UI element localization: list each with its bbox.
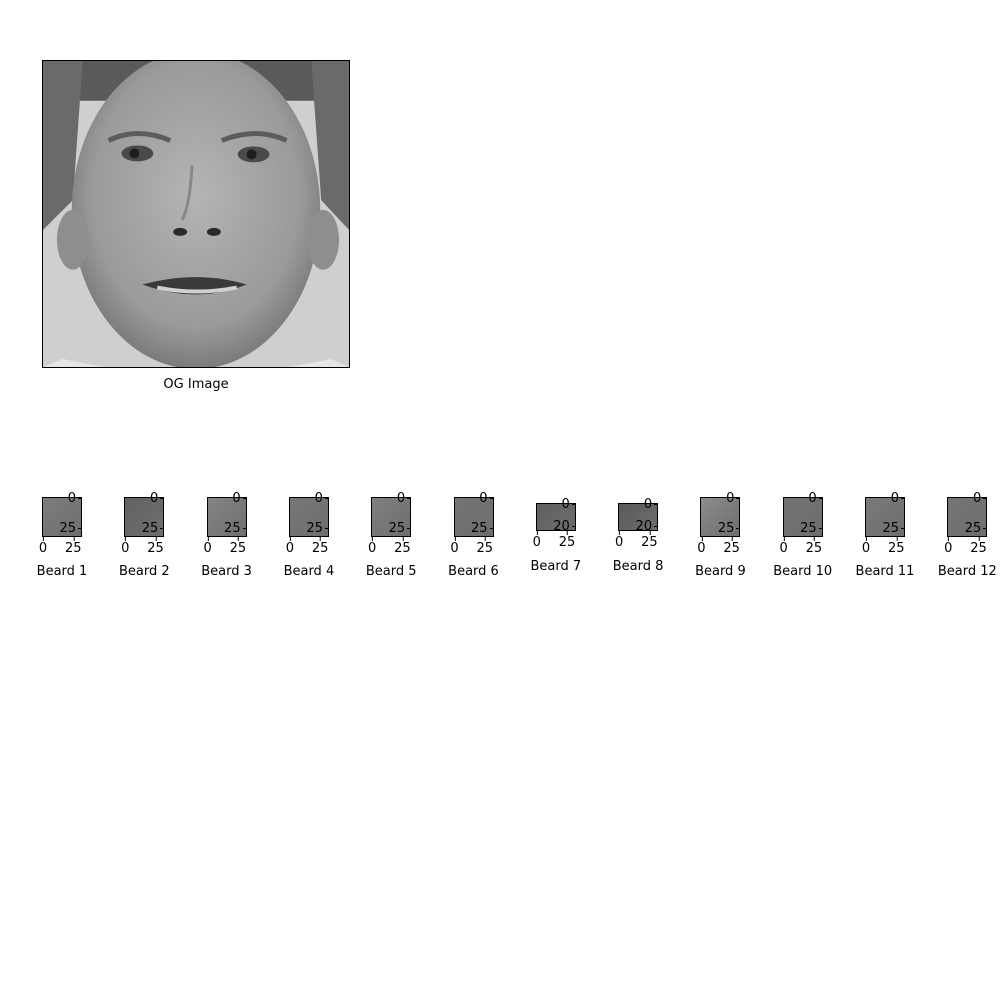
x-axis-ticks: 0 25 (450, 537, 494, 557)
y-tick-label: 0 (150, 491, 165, 506)
beard-crop-image (700, 497, 741, 537)
x-axis-ticks: 0 25 (779, 537, 823, 557)
beard-thumbnail: 0 25 0 25 Beard 6 (448, 492, 534, 597)
x-tick-label: 25 (394, 537, 411, 556)
beard-thumbnail: 0 25 0 25 Beard 1 (37, 492, 122, 597)
y-tick-label: 25 (882, 521, 905, 537)
y-tick-label: 25 (800, 521, 823, 537)
x-tick-label: 0 (697, 537, 706, 556)
beard-thumbnail-label: Beard 3 (201, 564, 252, 579)
y-tick-label: 0 (973, 491, 988, 506)
y-tick-label: 20 (635, 519, 658, 535)
y-tick-label: 25 (388, 521, 411, 537)
beard-thumbnail: 0 25 0 25 Beard 10 (773, 492, 863, 597)
beard-thumbnail-label: Beard 6 (448, 564, 499, 579)
x-tick-label: 0 (532, 531, 541, 550)
x-tick-label: 25 (641, 531, 658, 550)
x-axis-ticks: 0 25 (203, 537, 247, 557)
x-tick-label: 0 (203, 537, 212, 556)
y-tick-label: 25 (964, 521, 987, 537)
y-tick-label: 0 (808, 491, 824, 506)
beard-crop-image (124, 497, 165, 537)
x-tick-label: 0 (861, 537, 871, 556)
og-image-label: OG Image (163, 377, 229, 392)
beard-thumbnail: 0 20 0 25 Beard 8 (613, 497, 698, 597)
x-axis-ticks: 0 25 (697, 537, 740, 557)
beard-thumbnail-label: Beard 12 (937, 564, 997, 579)
beard-crop-image (618, 503, 659, 531)
beard-thumbnail: 0 25 0 25 Beard 4 (284, 492, 369, 597)
x-tick-label: 0 (450, 537, 459, 556)
x-tick-label: 25 (970, 537, 987, 556)
x-tick-label: 25 (229, 537, 247, 556)
beard-crop-image (865, 497, 905, 537)
y-tick-label: 0 (479, 491, 495, 506)
x-axis-ticks: 0 25 (532, 531, 576, 551)
y-tick-label: 0 (314, 491, 330, 506)
beard-thumbnail: 0 25 0 25 Beard 12 (938, 492, 1000, 597)
beard-thumbnail-label: Beard 10 (773, 564, 833, 579)
y-tick-label: 25 (59, 521, 82, 537)
y-tick-label: 0 (561, 497, 577, 512)
y-tick-label: 0 (726, 491, 741, 506)
x-tick-label: 0 (944, 537, 953, 556)
y-tick-label: 25 (470, 521, 493, 537)
beard-thumbnail-label: Beard 5 (365, 564, 417, 579)
x-axis-ticks: 0 25 (861, 537, 905, 557)
beard-thumbnail: 0 25 0 25 Beard 9 (695, 492, 780, 597)
beard-thumbnail: 0 25 0 25 Beard 2 (119, 492, 204, 597)
y-tick-label: 25 (717, 521, 740, 537)
x-tick-label: 25 (723, 537, 740, 556)
x-tick-label: 25 (805, 537, 823, 556)
x-axis-ticks: 0 25 (614, 531, 658, 551)
beard-crop-image (535, 503, 576, 531)
beard-crop-image (371, 497, 412, 537)
beard-crop-image (288, 497, 329, 537)
y-tick-label: 0 (67, 491, 83, 506)
y-tick-label: 0 (643, 497, 659, 512)
y-tick-label: 20 (553, 519, 576, 535)
og-image-axes (42, 60, 350, 368)
y-tick-label: 0 (232, 491, 248, 506)
y-tick-label: 25 (306, 521, 329, 537)
beard-crop-image (782, 497, 823, 537)
x-axis-ticks: 0 25 (368, 537, 411, 557)
x-tick-label: 25 (311, 537, 329, 556)
x-tick-label: 25 (476, 537, 494, 556)
beard-thumbnail-label: Beard 9 (695, 564, 746, 579)
y-tick-label: 25 (224, 521, 246, 537)
x-tick-label: 0 (285, 537, 295, 556)
y-tick-label: 0 (890, 491, 906, 506)
beard-crop-image (453, 497, 494, 537)
beard-crop-image (42, 497, 82, 537)
y-tick-label: 25 (141, 521, 164, 537)
beard-thumbnail: 0 25 0 25 Beard 3 (201, 492, 287, 597)
beard-thumbnail: 0 25 0 25 Beard 11 (856, 492, 945, 597)
beard-thumbnail-label: Beard 7 (530, 559, 582, 574)
beard-crop-image (206, 497, 247, 537)
x-tick-label: 25 (887, 537, 905, 556)
beard-thumbnail: 0 20 0 25 Beard 7 (530, 497, 616, 597)
beard-thumbnail: 0 25 0 25 Beard 5 (366, 492, 451, 597)
x-tick-label: 0 (121, 537, 130, 556)
x-tick-label: 0 (368, 537, 377, 556)
x-tick-label: 25 (64, 537, 82, 556)
x-axis-ticks: 0 25 (38, 537, 82, 557)
x-tick-label: 25 (147, 537, 164, 556)
beard-thumbnail-label: Beard 2 (118, 564, 170, 579)
beard-thumbnail-label: Beard 8 (612, 559, 664, 574)
x-tick-label: 25 (558, 531, 576, 550)
x-tick-label: 0 (779, 537, 788, 556)
beard-thumbnail-label: Beard 11 (855, 564, 915, 579)
x-axis-ticks: 0 25 (121, 537, 164, 557)
og-image (43, 61, 349, 367)
beard-crop-image (947, 497, 988, 537)
y-tick-label: 0 (396, 491, 412, 506)
x-tick-label: 0 (614, 531, 624, 550)
beard-thumbnail-label: Beard 1 (36, 564, 88, 579)
beard-thumbnail-label: Beard 4 (283, 564, 335, 579)
x-axis-ticks: 0 25 (944, 537, 987, 557)
x-tick-label: 0 (38, 537, 48, 556)
x-axis-ticks: 0 25 (285, 537, 329, 557)
